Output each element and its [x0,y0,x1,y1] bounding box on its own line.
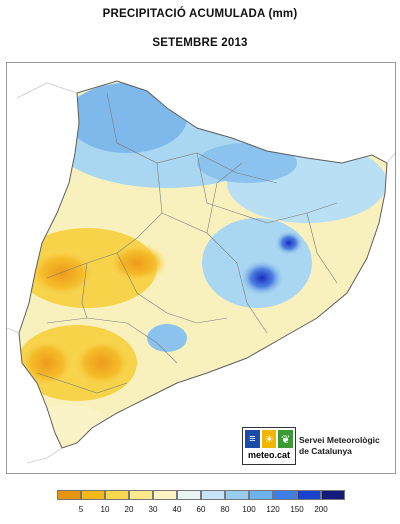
rain-icon: ≡ [245,430,260,448]
legend-swatch [57,490,81,500]
map-title: PRECIPITACIÓ ACUMULADA (mm) [102,8,298,20]
county-boundaries [36,92,338,394]
legend-swatch [273,490,297,500]
sun-icon: ☀ [261,430,277,448]
legend-label: 80 [220,505,230,514]
logo-icons: ≡ ☀ ❦ [245,430,294,448]
legend-swatch [153,490,177,500]
legend-label: 60 [196,505,206,514]
legend-swatch [129,490,153,500]
legend-label: 100 [242,505,256,514]
legend-label: 40 [172,505,182,514]
region-outline [18,80,388,449]
legend-swatch [249,490,273,500]
legend-swatch [321,490,345,500]
legend-swatch [297,490,321,500]
legend-swatch [81,490,105,500]
legend-label: 150 [290,505,304,514]
map-frame [6,62,396,474]
logo-brand: meteo.cat [247,450,291,460]
legend-label: 120 [266,505,280,514]
organization-line-2: de Catalunya [299,446,352,456]
legend-swatch [105,490,129,500]
leaf-icon: ❦ [278,430,294,448]
legend-label: 30 [148,505,158,514]
organization-name: Servei Meteorològic de Catalunya [299,435,380,457]
precipitation-map [7,63,395,473]
legend-label: 10 [100,505,110,514]
color-legend: 5 10 20 30 40 60 80 100 120 150 200 [57,490,353,520]
meteocat-logo: ≡ ☀ ❦ meteo.cat Servei Meteorològic de C… [242,427,392,467]
legend-swatch [225,490,249,500]
legend-swatch [201,490,225,500]
legend-swatch [177,490,201,500]
organization-line-1: Servei Meteorològic [299,435,380,445]
neighbour-boundaries [7,82,395,464]
legend-label: 20 [124,505,134,514]
map-subtitle: SETEMBRE 2013 [152,37,248,49]
legend-label: 5 [78,505,84,514]
logo-box: ≡ ☀ ❦ meteo.cat [242,427,296,465]
legend-labels: 5 10 20 30 40 60 80 100 120 150 200 [57,505,353,517]
legend-label: 200 [314,505,328,514]
legend-bar [57,490,345,500]
